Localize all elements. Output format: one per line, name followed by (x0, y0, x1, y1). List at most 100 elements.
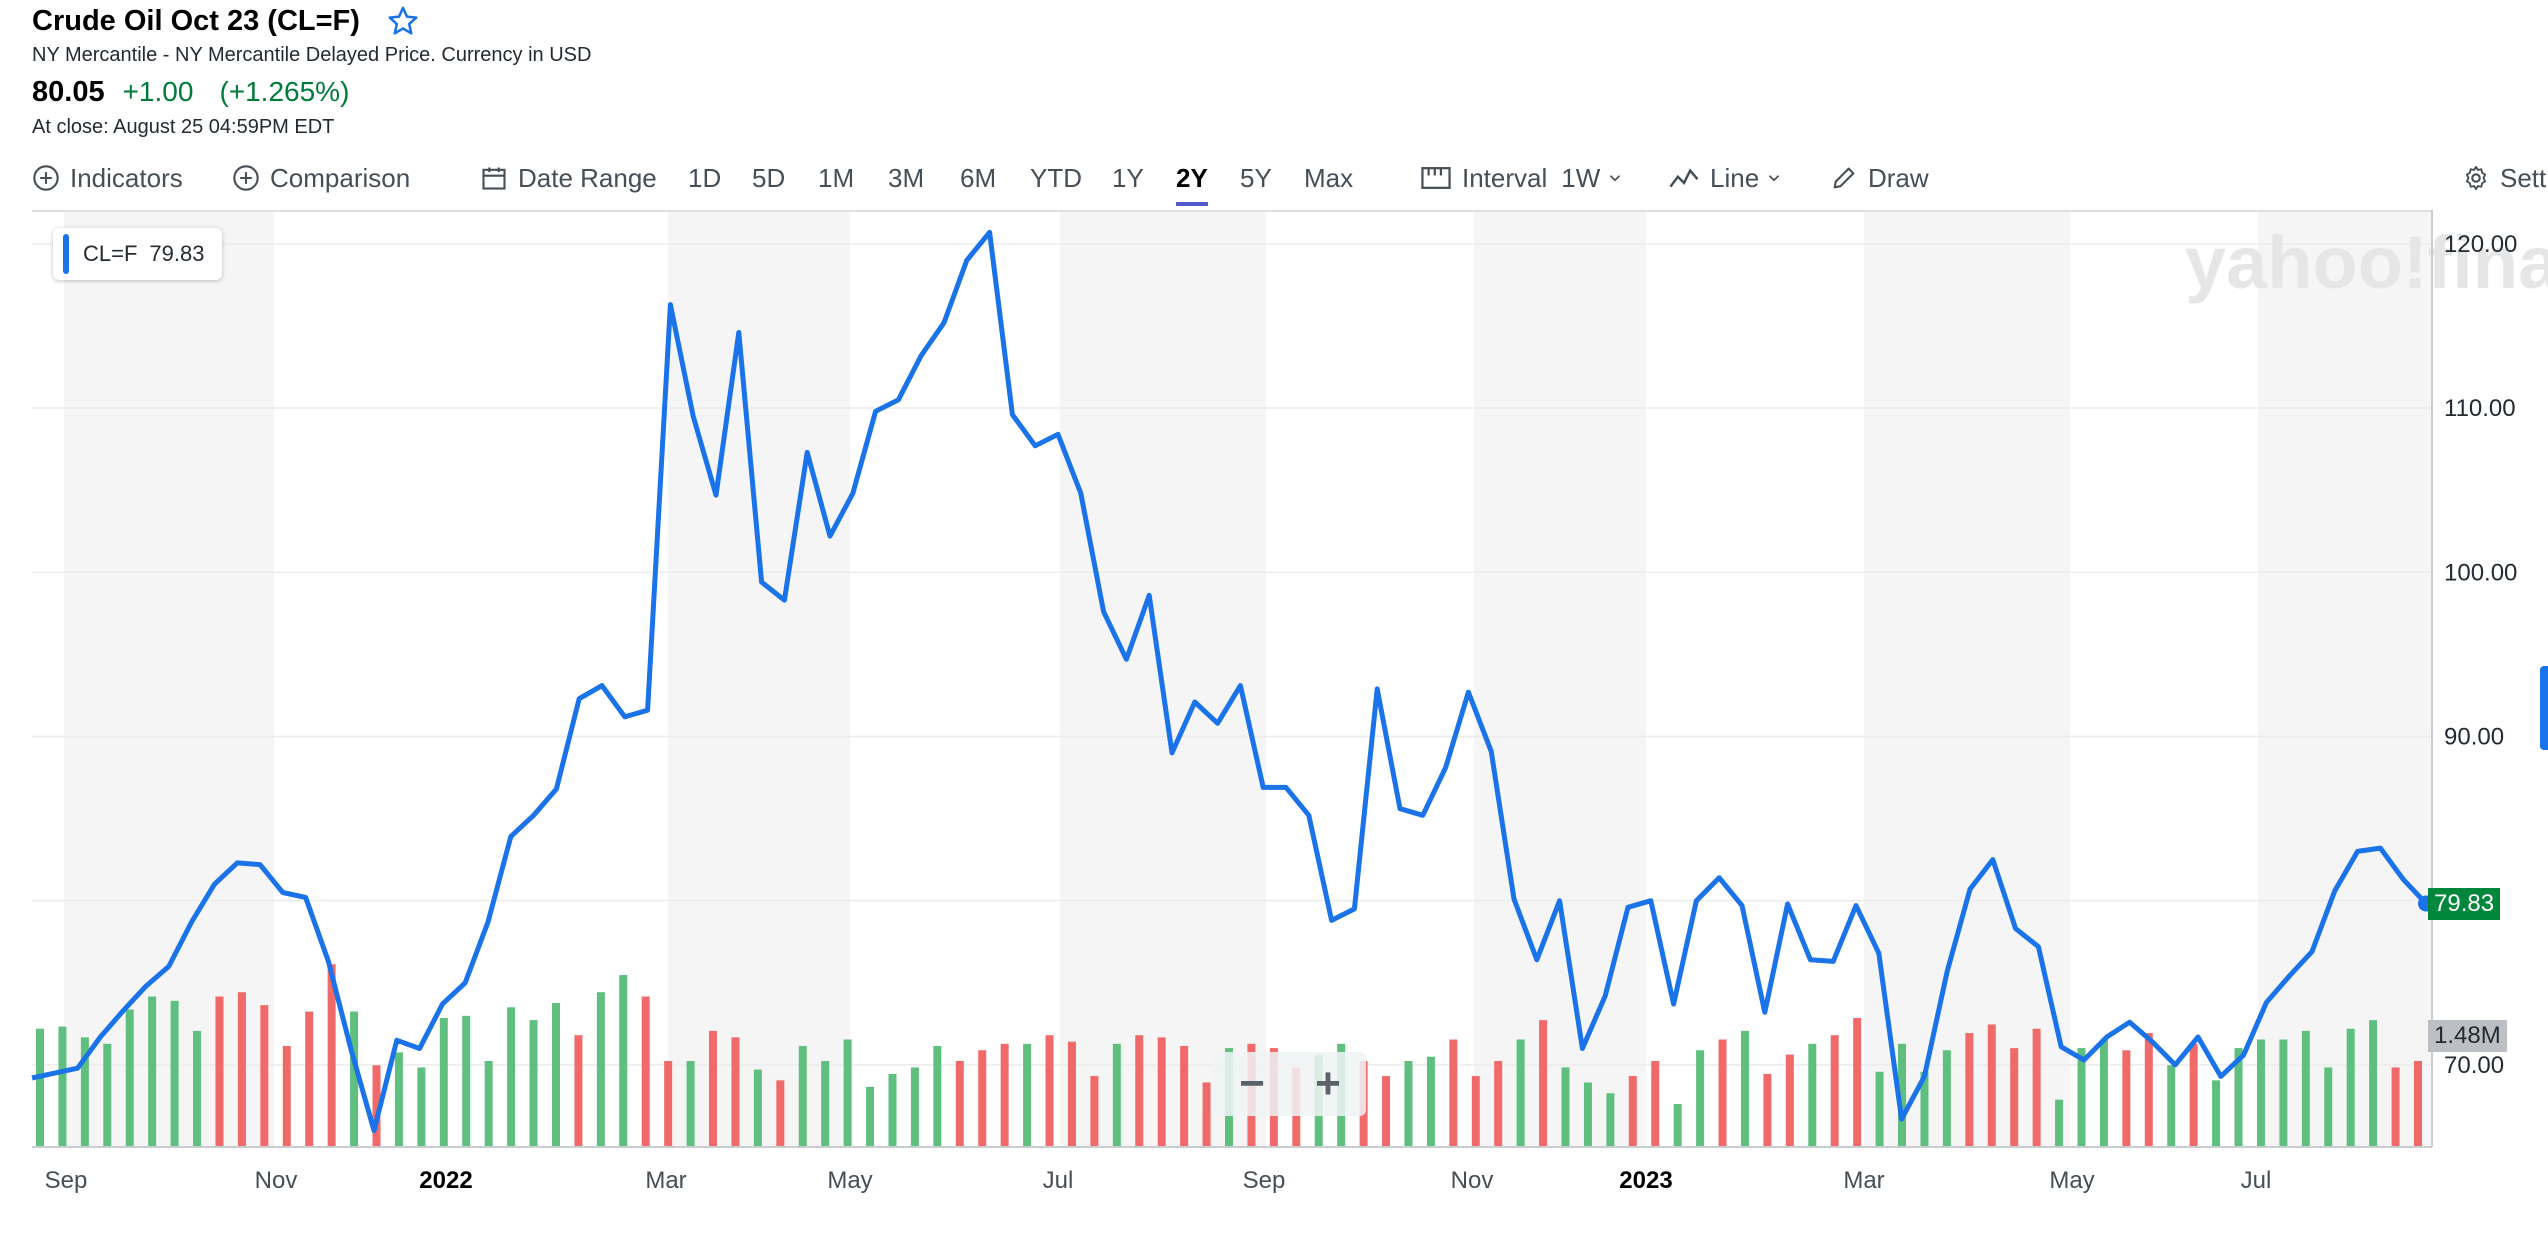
comparison-label: Comparison (270, 162, 411, 193)
volume-bar (1494, 1061, 1503, 1147)
month-bands (64, 211, 2432, 1147)
range-5y[interactable]: 5Y (1240, 162, 1272, 193)
volume-bar (350, 1011, 359, 1147)
y-axis: 120.00 110.00 100.00 90.00 70.00 (2444, 231, 2517, 1079)
volume-bar (1696, 1050, 1705, 1147)
volume-bar (686, 1061, 695, 1147)
star-icon[interactable] (386, 4, 420, 38)
zoom-in-button[interactable]: + (1315, 1059, 1341, 1108)
volume-bar (1180, 1045, 1189, 1147)
volume-bar (1785, 1054, 1794, 1147)
volume-bar (1606, 1093, 1615, 1147)
price-line[interactable] (31, 229, 2428, 1134)
volume-bar (2032, 1028, 2041, 1147)
volume-bar (1651, 1061, 1660, 1147)
range-6m[interactable]: 6M (960, 162, 997, 193)
x-tick-label: Sep (1243, 1167, 1286, 1194)
volume-bar (1382, 1076, 1391, 1147)
volume-bar (2189, 1043, 2198, 1147)
chart-type-button[interactable]: Line (1668, 158, 1793, 198)
volume-bar (866, 1086, 875, 1147)
comparison-button[interactable]: Comparison (232, 158, 410, 198)
settings-button[interactable]: Sett (2462, 158, 2546, 198)
range-max[interactable]: Max (1304, 162, 1354, 193)
volume-bar (1583, 1082, 1592, 1147)
x-tick-label: Jul (1043, 1167, 1074, 1194)
zoom-out-button[interactable]: − (1239, 1059, 1265, 1108)
volume-bar (148, 996, 157, 1147)
plus-circle-icon (33, 165, 59, 191)
volume-bar (1920, 1071, 1929, 1147)
volume-bar (1718, 1039, 1727, 1147)
volume-bar (1628, 1076, 1637, 1147)
y-tick-label: 120.00 (2444, 231, 2517, 258)
volume-bar (1673, 1104, 1682, 1147)
volume-bar (1135, 1035, 1144, 1147)
indicators-label: Indicators (70, 162, 183, 193)
volume-bar (619, 975, 628, 1147)
x-axis: Sep Nov 2022 Mar May Jul Sep Nov 2023 Mar May Jul (45, 1167, 2272, 1194)
volume-bar (1404, 1061, 1413, 1147)
volume-bar (1045, 1035, 1054, 1147)
interval-button[interactable]: Interval 1W (1420, 158, 1634, 198)
volume-bar (776, 1080, 785, 1147)
price-chart[interactable]: yahoo!finance 120.00 110.00 100.00 90.00 70.… (0, 210, 2548, 1236)
volume-bar (327, 964, 336, 1147)
month-band (64, 211, 274, 1147)
side-panel-tab[interactable] (2540, 666, 2548, 750)
range-2y[interactable]: 2Y (1176, 158, 1208, 206)
volume-bar (215, 996, 224, 1147)
series-legend[interactable]: CL=F 79.83 (53, 228, 223, 280)
chart-type-label: Line (1710, 162, 1760, 193)
series-color-swatch (63, 234, 69, 274)
volume-bar (2279, 1039, 2288, 1147)
line-chart-icon (1669, 168, 1699, 188)
volume-bar (417, 1067, 426, 1147)
draw-button[interactable]: Draw (1830, 158, 1929, 198)
y-tick-label: 90.00 (2444, 723, 2504, 750)
volume-bar (574, 1035, 583, 1147)
volume-bar (1740, 1030, 1749, 1147)
volume-bar (372, 1065, 381, 1147)
gridlines (32, 243, 2432, 1066)
range-ytd[interactable]: YTD (1030, 162, 1082, 193)
date-range-label: Date Range (518, 162, 657, 193)
title-row: Crude Oil Oct 23 (CL=F) (32, 4, 420, 38)
yahoo-finance-watermark: yahoo!finance (2185, 221, 2548, 304)
range-1m[interactable]: 1M (818, 162, 855, 193)
range-5d[interactable]: 5D (752, 162, 786, 193)
volume-bar (2369, 1020, 2378, 1147)
volume-bars (36, 964, 2422, 1147)
volume-bar (910, 1067, 919, 1147)
plus-circle-icon (233, 165, 259, 191)
volume-bar (36, 1028, 44, 1147)
range-1y[interactable]: 1Y (1112, 162, 1144, 193)
volume-bar (2414, 1061, 2422, 1147)
indicators-button[interactable]: Indicators (32, 158, 183, 198)
volume-bar (2010, 1048, 2019, 1147)
x-tick-label: May (827, 1167, 872, 1194)
range-3m[interactable]: 3M (888, 162, 925, 193)
volume-bar (1561, 1067, 1570, 1147)
price-change-percent: (+1.265%) (219, 76, 350, 107)
volume-bar (1157, 1037, 1166, 1147)
volume-bar (2346, 1028, 2355, 1147)
volume-bar (237, 992, 246, 1147)
volume-bar (709, 1030, 718, 1147)
range-1d[interactable]: 1D (688, 162, 722, 193)
volume-bar (1763, 1073, 1772, 1147)
volume-bar (1875, 1071, 1884, 1147)
volume-bar (2122, 1050, 2131, 1147)
legend-symbol: CL=F (83, 241, 138, 266)
x-tick-label: Nov (1451, 1167, 1494, 1194)
last-price-tag: 79.83 (2428, 888, 2501, 920)
volume-bar (1067, 1041, 1076, 1147)
volume-bar (1090, 1076, 1099, 1147)
volume-bar (305, 1011, 314, 1147)
x-tick-label: 2022 (419, 1167, 472, 1194)
x-tick-label: Mar (645, 1167, 686, 1194)
volume-bar (439, 1018, 448, 1147)
date-range-button[interactable]: Date Range (480, 158, 657, 198)
month-band (1474, 211, 1646, 1147)
volume-bar (394, 1052, 403, 1147)
